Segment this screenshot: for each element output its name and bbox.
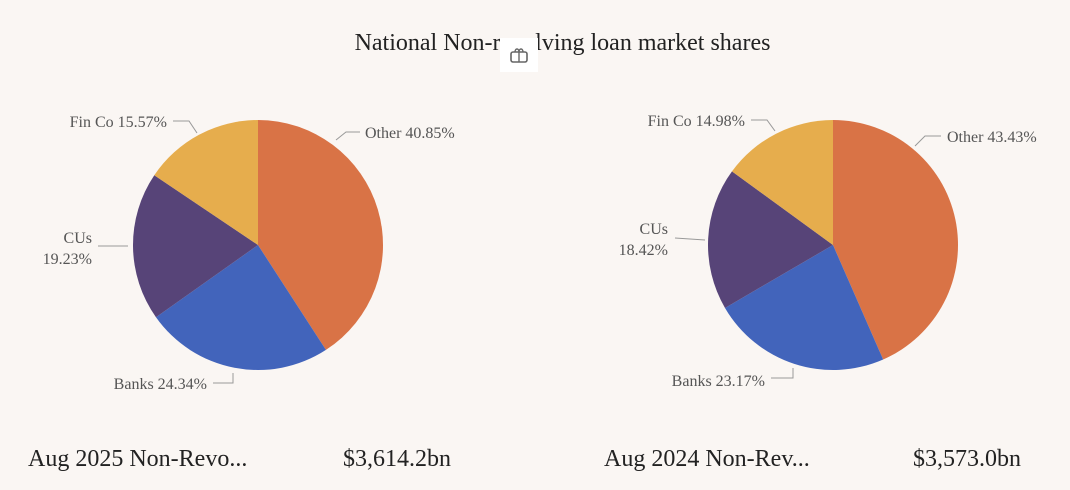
label-leader-line xyxy=(751,119,776,132)
pie-slice-fin-co[interactable] xyxy=(731,120,833,245)
label-leader-line xyxy=(914,135,941,147)
slice-label: Banks 24.34% xyxy=(114,376,207,393)
pie-slice-cus[interactable] xyxy=(708,171,833,308)
slice-label: CUs xyxy=(640,221,668,238)
slice-label: Fin Co 14.98% xyxy=(648,113,745,130)
label-leader-line xyxy=(173,120,198,134)
chart-title: National Non-revolving loan market share… xyxy=(354,30,771,56)
slice-label-value: 19.23% xyxy=(43,251,92,268)
pie-slice-banks[interactable] xyxy=(155,245,326,370)
footer-value-2024: $3,573.0bn xyxy=(913,446,1021,472)
label-leader-line xyxy=(335,131,360,141)
pie-slice-banks[interactable] xyxy=(725,245,884,370)
label-leader-line xyxy=(213,373,234,384)
slice-label: Other 40.85% xyxy=(365,125,455,142)
label-leader-line xyxy=(674,237,706,241)
slice-label-value: 18.42% xyxy=(619,242,668,259)
pie-slice-fin-co[interactable] xyxy=(154,120,258,245)
footer-label-2024: Aug 2024 Non-Rev... xyxy=(604,446,810,472)
footer-label-2025: Aug 2025 Non-Revo... xyxy=(28,446,248,472)
copy-button[interactable] xyxy=(500,38,538,72)
pie-slice-other[interactable] xyxy=(258,120,384,350)
pie-slice-other[interactable] xyxy=(833,120,959,360)
slice-label: CUs xyxy=(64,230,92,247)
pie-slice-cus[interactable] xyxy=(132,175,258,318)
slice-label: Fin Co 15.57% xyxy=(70,114,167,131)
pie-chart-2024: Other 43.43% Banks 23.17% CUs 18.42% Fin Co … xyxy=(619,113,1037,390)
pie-chart-2025: Other 40.85% Banks 24.34% CUs 19.23% Fin Co … xyxy=(43,114,455,393)
slice-label: Banks 23.17% xyxy=(672,373,765,390)
copy-icon xyxy=(510,48,528,63)
footer-value-2025: $3,614.2bn xyxy=(343,446,451,472)
slice-label: Other 43.43% xyxy=(947,129,1037,146)
label-leader-line xyxy=(771,368,794,379)
